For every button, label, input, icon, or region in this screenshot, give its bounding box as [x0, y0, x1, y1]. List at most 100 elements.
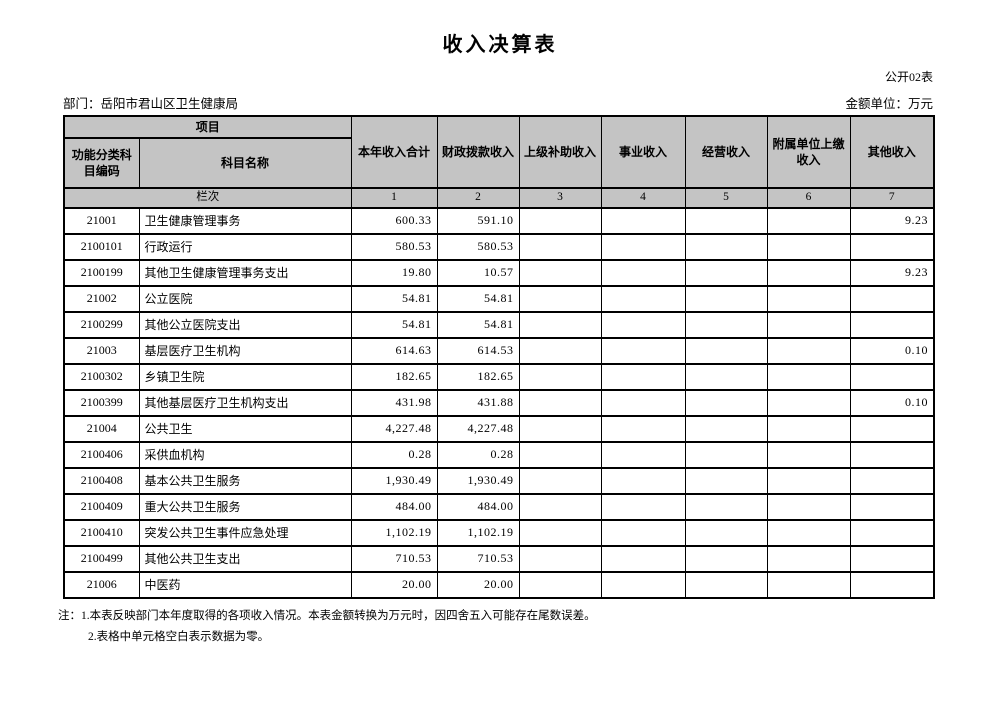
value-cell	[600, 388, 686, 417]
table-row: 2100406 采供血机构 0.28 0.28	[63, 440, 935, 469]
subject-code-cell: 21002	[63, 284, 140, 313]
value-cell	[600, 362, 686, 391]
value-cell	[766, 206, 851, 235]
column-header-total: 本年收入合计	[350, 115, 438, 189]
column-number: 7	[849, 187, 935, 209]
value-cell	[600, 310, 686, 339]
value-cell	[684, 206, 768, 235]
subject-name-cell: 采供血机构	[138, 440, 352, 469]
value-cell: 1,102.19	[350, 518, 438, 547]
column-number: 3	[518, 187, 602, 209]
subject-name-cell: 突发公共卫生事件应急处理	[138, 518, 352, 547]
value-cell: 54.81	[350, 310, 438, 339]
value-cell: 431.98	[350, 388, 438, 417]
value-cell: 580.53	[350, 232, 438, 261]
value-cell	[684, 336, 768, 365]
value-cell	[849, 362, 935, 391]
subject-code-cell: 2100406	[63, 440, 140, 469]
column-number: 1	[350, 187, 438, 209]
subject-name-header: 科目名称	[138, 137, 352, 189]
value-cell	[518, 232, 602, 261]
subject-code-cell: 2100302	[63, 362, 140, 391]
value-cell	[600, 284, 686, 313]
value-cell	[849, 570, 935, 599]
meta-row: 部门：岳阳市君山区卫生健康局 金额单位：万元	[63, 93, 933, 112]
value-cell	[849, 414, 935, 443]
lanci-label-cell: 栏次	[63, 187, 352, 209]
value-cell	[684, 284, 768, 313]
table-row: 2100302 乡镇卫生院 182.65 182.65	[63, 362, 935, 391]
value-cell	[849, 518, 935, 547]
value-cell	[518, 336, 602, 365]
value-cell: 431.88	[436, 388, 520, 417]
value-cell: 54.81	[436, 284, 520, 313]
value-cell: 484.00	[436, 492, 520, 521]
column-header-superior: 上级补助收入	[518, 115, 602, 189]
column-number: 4	[600, 187, 686, 209]
table-row: 2100299 其他公立医院支出 54.81 54.81	[63, 310, 935, 339]
value-cell: 19.80	[350, 258, 438, 287]
subject-code-cell: 2100101	[63, 232, 140, 261]
value-cell	[766, 570, 851, 599]
value-cell	[518, 518, 602, 547]
value-cell: 1,930.49	[436, 466, 520, 495]
value-cell	[849, 310, 935, 339]
footnote-2: 2.表格中单元格空白表示数据为零。	[88, 630, 270, 643]
value-cell: 20.00	[350, 570, 438, 599]
column-header-business: 事业收入	[600, 115, 686, 189]
value-cell: 0.28	[350, 440, 438, 469]
subject-name-cell: 公共卫生	[138, 414, 352, 443]
value-cell: 10.57	[436, 258, 520, 287]
value-cell: 0.28	[436, 440, 520, 469]
column-header-fiscal: 财政拨款收入	[436, 115, 520, 189]
table-row: 21001 卫生健康管理事务 600.33 591.10 9.23	[63, 206, 935, 235]
value-cell	[684, 414, 768, 443]
value-cell	[766, 388, 851, 417]
income-table: 项目 本年收入合计 财政拨款收入 上级补助收入 事业收入 经营收入 附属单位上缴…	[63, 115, 936, 599]
value-cell	[766, 258, 851, 287]
subject-name-cell: 行政运行	[138, 232, 352, 261]
value-cell: 591.10	[436, 206, 520, 235]
value-cell	[600, 492, 686, 521]
subject-code-cell: 2100499	[63, 544, 140, 573]
value-cell	[600, 206, 686, 235]
project-header-cell: 项目	[63, 115, 352, 139]
value-cell	[518, 570, 602, 599]
value-cell	[518, 284, 602, 313]
value-cell	[766, 414, 851, 443]
subject-code-header: 功能分类科目编码	[63, 137, 140, 189]
table-row: 21004 公共卫生 4,227.48 4,227.48	[63, 414, 935, 443]
subject-name-cell: 基本公共卫生服务	[138, 466, 352, 495]
value-cell: 710.53	[436, 544, 520, 573]
department-label: 部门：岳阳市君山区卫生健康局	[63, 97, 239, 111]
value-cell: 182.65	[436, 362, 520, 391]
subject-code-cell: 2100409	[63, 492, 140, 521]
value-cell	[518, 544, 602, 573]
subject-name-cell: 重大公共卫生服务	[138, 492, 352, 521]
value-cell	[518, 414, 602, 443]
value-cell: 710.53	[350, 544, 438, 573]
value-cell: 1,102.19	[436, 518, 520, 547]
subject-code-cell: 21004	[63, 414, 140, 443]
column-header-affiliate: 附属单位上缴收入	[766, 115, 851, 189]
value-cell	[600, 466, 686, 495]
value-cell	[600, 414, 686, 443]
value-cell	[684, 388, 768, 417]
table-row: 21002 公立医院 54.81 54.81	[63, 284, 935, 313]
value-cell: 0.10	[849, 388, 935, 417]
value-cell	[849, 466, 935, 495]
column-number: 2	[436, 187, 520, 209]
document-page: 收入决算表 公开02表 部门：岳阳市君山区卫生健康局 金额单位：万元 项目 本年…	[58, 34, 936, 643]
value-cell	[684, 310, 768, 339]
value-cell	[684, 232, 768, 261]
subject-code-cell: 2100410	[63, 518, 140, 547]
subject-name-cell: 其他卫生健康管理事务支出	[138, 258, 352, 287]
column-header-other: 其他收入	[849, 115, 935, 189]
subject-code-cell: 21001	[63, 206, 140, 235]
column-number-row: 栏次 1 2 3 4 5 6 7	[63, 187, 935, 209]
table-row: 2100410 突发公共卫生事件应急处理 1,102.19 1,102.19	[63, 518, 935, 547]
value-cell	[684, 466, 768, 495]
subject-name-cell: 卫生健康管理事务	[138, 206, 352, 235]
value-cell	[600, 336, 686, 365]
value-cell	[518, 362, 602, 391]
